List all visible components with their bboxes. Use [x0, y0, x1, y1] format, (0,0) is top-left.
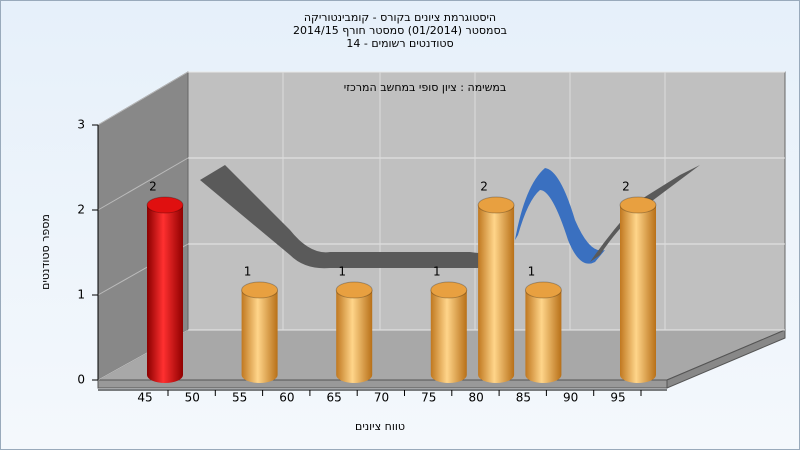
data-label: 1: [244, 265, 252, 279]
data-label: 2: [622, 180, 630, 194]
grid-line: [97, 71, 189, 126]
x-tick-label: 80: [468, 391, 483, 405]
bar: [619, 196, 657, 383]
bar: [477, 196, 515, 383]
data-label: 1: [528, 265, 536, 279]
x-tick-label: 65: [327, 391, 342, 405]
floor-side: [666, 329, 786, 389]
chart-subtitle: במשימה : ציון סופי במחשב המרכזי: [344, 81, 507, 94]
trend-ribbon: [200, 165, 510, 269]
bar: [524, 281, 562, 383]
bar-top: [146, 196, 184, 214]
data-label: 1: [338, 265, 346, 279]
y-tick-label: 0: [77, 373, 85, 387]
bar-body: [147, 205, 183, 383]
bar-body: [478, 205, 515, 383]
bar-top: [335, 281, 373, 299]
chart-title: היסטוגרמת ציונים בקורס - קומבינטוריקה: [304, 11, 496, 24]
trend-ribbon: [590, 165, 700, 262]
bar-top: [524, 281, 562, 299]
bar-body: [241, 290, 278, 383]
bar-top: [477, 196, 515, 214]
bar-body: [620, 205, 656, 383]
trend-ribbon: [515, 168, 605, 264]
floor-edge: [97, 379, 668, 389]
bar: [335, 281, 373, 383]
y-axis-title: מספר סטודנטים: [39, 214, 52, 290]
bar-top: [619, 196, 657, 214]
bar-body: [430, 290, 467, 383]
x-tick-label: 70: [374, 391, 389, 405]
x-tick-label: 85: [516, 391, 531, 405]
chart-title: בסמסטר (01/2014) סמסטר חורף 2014/15: [293, 24, 507, 37]
bar: [241, 281, 279, 383]
x-axis-title: טווח ציונים: [355, 420, 405, 433]
x-tick-label: 95: [610, 391, 625, 405]
bar: [146, 196, 184, 383]
x-tick-label: 90: [563, 391, 578, 405]
grid-line: [97, 157, 189, 211]
bar-body: [525, 290, 562, 383]
y-tick-label: 3: [77, 118, 85, 132]
x-tick-label: 50: [185, 391, 200, 405]
data-label: 2: [149, 180, 157, 194]
bar-body: [336, 290, 373, 383]
data-label: 2: [480, 180, 488, 194]
x-tick-label: 45: [137, 391, 152, 405]
x-tick-label: 75: [421, 391, 436, 405]
y-tick-label: 2: [77, 203, 85, 217]
bar-top: [241, 281, 279, 299]
x-tick-label: 55: [232, 391, 247, 405]
x-tick-label: 60: [279, 391, 294, 405]
chart-title: סטודנטים רשומים - 14: [346, 37, 453, 50]
y-tick-label: 1: [77, 288, 85, 302]
data-label: 1: [433, 265, 441, 279]
bar: [430, 281, 468, 383]
bar-top: [430, 281, 468, 299]
